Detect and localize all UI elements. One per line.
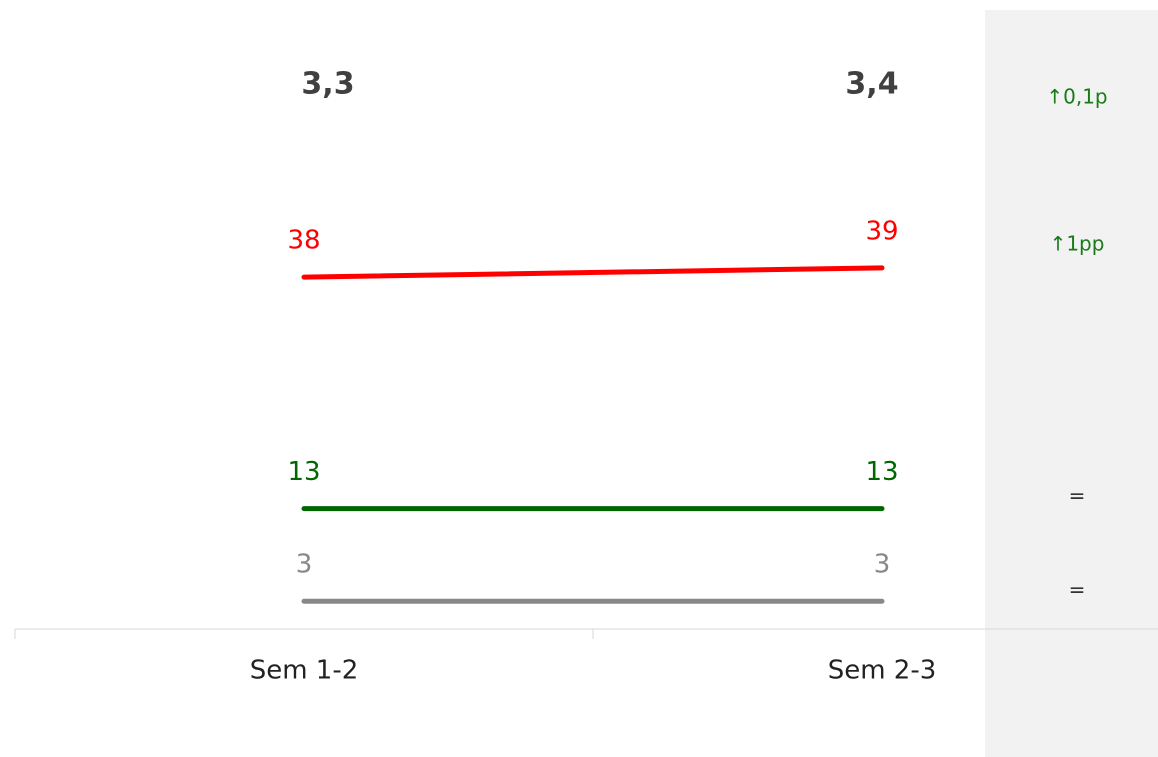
data-label: 13 [287, 457, 320, 487]
summary-value: 3,3 [301, 67, 354, 102]
data-label: 13 [865, 457, 898, 487]
data-label: 39 [865, 216, 898, 246]
summary-value: 3,4 [845, 67, 898, 102]
change-label: ↑1pp [1050, 232, 1105, 256]
x-tick-label: Sem 2-3 [828, 656, 937, 686]
data-label: 3 [296, 550, 313, 580]
change-panel [985, 10, 1158, 757]
change-label: = [1069, 578, 1086, 602]
data-label: 3 [874, 550, 891, 580]
change-label: = [1069, 484, 1086, 508]
data-label: 38 [287, 226, 320, 256]
line [301, 265, 885, 280]
change-label: ↑0,1p [1046, 85, 1107, 109]
x-tick-label: Sem 1-2 [250, 656, 359, 686]
